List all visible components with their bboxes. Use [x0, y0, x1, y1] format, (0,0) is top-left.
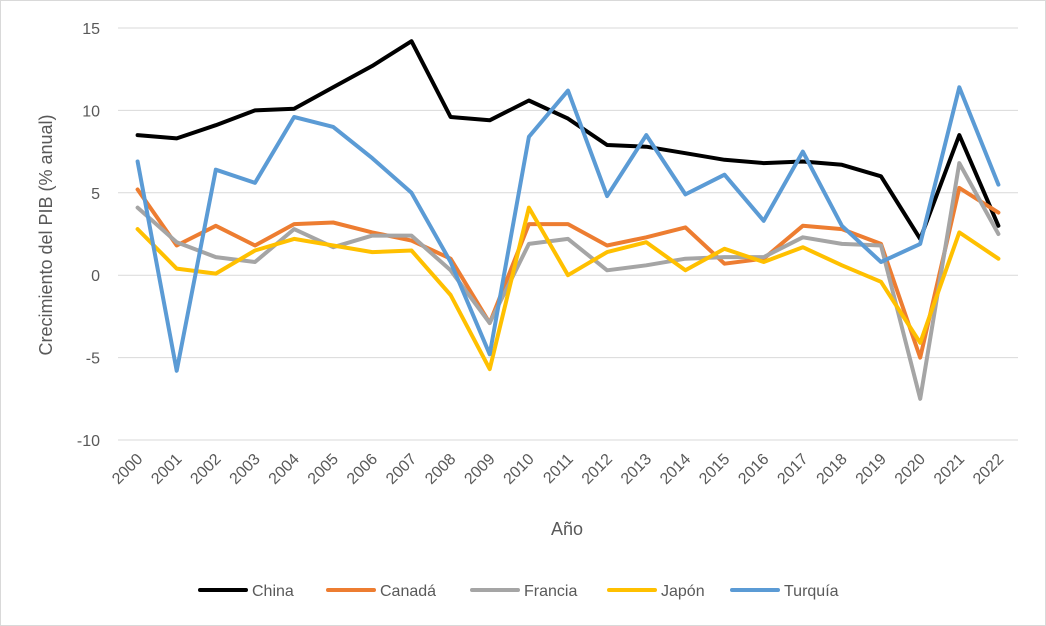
x-tick-label: 2000	[109, 451, 146, 488]
gridlines	[118, 27, 1018, 441]
series-line	[135, 39, 1001, 241]
legend-item: Francia	[470, 583, 577, 600]
legend-label: Canadá	[380, 583, 436, 600]
y-tick-label: -5	[86, 351, 100, 368]
legend-label: China	[252, 583, 294, 600]
x-tick-label: 2020	[892, 451, 929, 488]
x-tick-label: 2013	[618, 451, 655, 488]
x-tick-label: 2009	[461, 451, 498, 488]
series-line	[135, 205, 1001, 372]
x-tick-label: 2018	[814, 451, 851, 488]
x-tick-label: 2002	[187, 451, 224, 488]
x-tick-label: 2022	[970, 451, 1007, 488]
legend: China Canadá Francia Japón Turquía	[198, 583, 839, 600]
x-tick-label: 2005	[305, 451, 342, 488]
x-tick-label: 2016	[735, 451, 772, 488]
y-tick-label: 15	[82, 21, 100, 38]
x-tick-label: 2010	[501, 451, 538, 488]
legend-item: Canadá	[326, 583, 436, 600]
x-tick-label: 2015	[696, 451, 733, 488]
y-tick-label: 0	[91, 268, 100, 285]
x-tick-label: 2004	[266, 451, 303, 488]
x-tick-label: 2012	[579, 451, 616, 488]
x-tick-label: 2011	[540, 451, 576, 487]
y-tick-label: -10	[77, 433, 100, 450]
x-axis-title: Año	[551, 519, 583, 539]
x-tick-label: 2008	[422, 451, 459, 488]
x-tick-label: 2019	[853, 451, 890, 488]
y-axis-tick-labels: -10 -5 0 5 10 15	[77, 21, 100, 450]
legend-label: Turquía	[784, 583, 839, 600]
y-tick-label: 10	[82, 103, 100, 120]
series-line	[135, 85, 1001, 373]
legend-label: Japón	[661, 583, 705, 600]
x-tick-label: 2007	[383, 451, 420, 488]
x-tick-label: 2001	[148, 451, 185, 488]
legend-item: Japón	[607, 583, 705, 600]
series-lines	[135, 39, 1001, 401]
x-tick-label: 2014	[657, 451, 694, 488]
x-axis-tick-labels: 2000 2001 2002 2003 2004 2005 2006 2007 2008 2009…	[109, 451, 1007, 488]
y-axis-title: Crecimiento del PIB (% anual)	[36, 114, 56, 355]
legend-item: China	[198, 583, 294, 600]
x-tick-label: 2006	[344, 451, 381, 488]
series-line	[135, 161, 1001, 401]
legend-item: Turquía	[730, 583, 839, 600]
x-tick-label: 2021	[931, 451, 968, 488]
legend-label: Francia	[524, 583, 577, 600]
x-tick-label: 2017	[774, 451, 811, 488]
x-tick-label: 2003	[227, 451, 264, 488]
series-line	[135, 185, 1001, 360]
y-tick-label: 5	[91, 186, 100, 203]
